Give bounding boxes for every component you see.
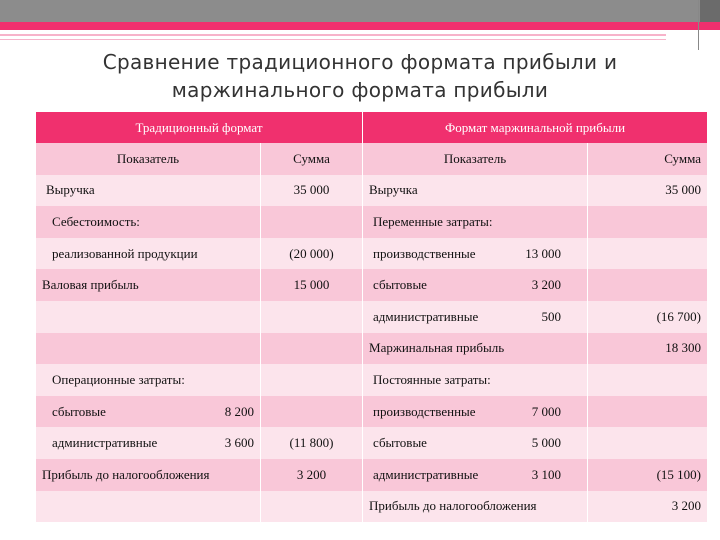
right-indicator-value: 13 000 [525,245,562,261]
left-indicator-label: Прибыль до налогообложения [42,466,210,482]
right-indicator-label: сбытовые [373,277,427,293]
right-indicator-cell: Выручка [362,174,589,207]
left-indicator-cell: сбытовые 8 200 [35,395,261,428]
top-divider-line [0,34,666,36]
right-sum-cell [587,364,709,396]
table-row: Прибыль до налогообложения 3 200 администр… [35,458,709,491]
left-sum-cell [259,206,364,238]
right-sum-cell: (15 100) [587,458,709,491]
corner-divider [698,0,720,50]
left-indicator-value: 8 200 [224,403,254,419]
left-indicator-label: Валовая прибыль [42,277,139,293]
right-indicator-cell: административные 3 100 [362,458,589,491]
left-sum-cell [259,364,364,396]
right-indicator-label: Прибыль до налогообложения [369,498,537,514]
left-sum-cell [259,395,364,428]
right-indicator-cell: административные 500 [362,300,589,333]
right-indicator-cell: Переменные затраты: [362,206,589,238]
left-indicator-cell [35,490,261,523]
slide-title-line-2: маржинального формата прибыли [171,78,549,102]
table-row: Выручка 35 000 Выручка 35 000 [35,174,709,207]
left-sum-cell: 35 000 [259,174,364,207]
table-row: Операционные затраты: Постоянные затраты: [35,364,709,396]
left-indicator-value: 3 600 [224,435,254,451]
right-indicator-label: Маржинальная прибыль [369,340,505,356]
left-indicator-label: реализованной продукции [52,245,198,261]
table-row: Валовая прибыль 15 000 сбытовые 3 200 [35,269,709,301]
table-row: Себестоимость: Переменные затраты: [35,206,709,238]
table-row: сбытовые 8 200 производственные 7 000 [35,395,709,428]
right-indicator-cell: производственные 7 000 [362,395,589,428]
right-sum-cell [587,206,709,238]
header-traditional: Традиционный формат [34,112,364,143]
right-indicator-label: Выручка [369,182,418,198]
left-indicator-label: административные [52,435,158,451]
comparison-table: Традиционный формат Формат маржинальной … [34,112,709,523]
left-indicator-cell: реализованной продукции [35,237,261,270]
left-indicator-cell: административные 3 600 [35,427,261,459]
left-indicator-label: Выручка [46,182,95,198]
slide-title-line-1: Сравнение традиционного формата прибыли … [102,50,618,74]
slide-title: Сравнение традиционного формата прибыли … [40,48,680,104]
right-indicator-value: 3 200 [531,277,562,293]
right-indicator-cell: Маржинальная прибыль [362,332,589,365]
left-sum-cell: 3 200 [259,458,364,491]
right-sum-cell [587,269,709,301]
right-indicator-label: Постоянные затраты: [373,371,491,387]
right-indicator-label: административные [373,466,479,482]
right-sum-cell [587,237,709,270]
left-indicator-cell: Выручка [35,174,261,207]
right-sum-cell: 18 300 [587,332,709,365]
left-indicator-cell: Прибыль до налогообложения [35,458,261,491]
right-indicator-cell: производственные 13 000 [362,237,589,270]
right-sum-cell [587,395,709,428]
header-marginal: Формат маржинальной прибыли [362,112,709,143]
left-indicator-cell: Себестоимость: [35,206,261,238]
top-bar-accent [0,22,720,30]
right-indicator-label: производственные [373,403,476,419]
left-sum-cell: (11 800) [259,427,364,459]
subheader-indicator-left: Показатель [35,143,261,175]
right-sum-cell: (16 700) [587,300,709,333]
right-indicator-label: Переменные затраты: [373,213,493,229]
right-indicator-value: 7 000 [531,403,562,419]
top-bar-grey [0,0,700,22]
table-row: Прибыль до налогообложения 3 200 [35,490,709,523]
right-indicator-label: сбытовые [373,435,427,451]
left-sum-cell [259,332,364,365]
right-indicator-value: 5 000 [531,435,562,451]
subheader-indicator-right: Показатель [362,143,589,175]
right-indicator-value: 500 [541,308,562,324]
table-row: Маржинальная прибыль 18 300 [35,332,709,365]
right-indicator-cell: сбытовые 3 200 [362,269,589,301]
left-indicator-label: Себестоимость: [52,213,140,229]
table-row: административные 500 (16 700) [35,300,709,333]
right-indicator-label: административные [373,308,479,324]
table-row: административные 3 600 (11 800) сбытовые 5 0… [35,427,709,459]
left-indicator-label: Операционные затраты: [52,371,185,387]
subheader-sum-right: Сумма [587,143,709,175]
left-indicator-cell: Валовая прибыль [35,269,261,301]
top-divider-line-thin [0,39,666,40]
right-indicator-cell: Прибыль до налогообложения [362,490,589,523]
left-indicator-label: сбытовые [52,403,106,419]
left-indicator-cell [35,332,261,365]
right-indicator-label: производственные [373,245,476,261]
table-row: реализованной продукции (20 000) производс… [35,237,709,270]
table-header-row: Традиционный формат Формат маржинальной … [34,112,709,143]
left-sum-cell: (20 000) [259,237,364,270]
right-indicator-cell: сбытовые 5 000 [362,427,589,459]
right-indicator-value: 3 100 [531,466,562,482]
right-sum-cell [587,427,709,459]
right-indicator-cell: Постоянные затраты: [362,364,589,396]
left-indicator-cell [35,300,261,333]
left-sum-cell [259,300,364,333]
table-subheader-row: Показатель Сумма Показатель Сумма [35,143,709,175]
subheader-sum-left: Сумма [259,143,364,175]
right-sum-cell: 3 200 [587,490,709,523]
left-sum-cell: 15 000 [259,269,364,301]
right-sum-cell: 35 000 [587,174,709,207]
left-sum-cell [259,490,364,523]
left-indicator-cell: Операционные затраты: [35,364,261,396]
